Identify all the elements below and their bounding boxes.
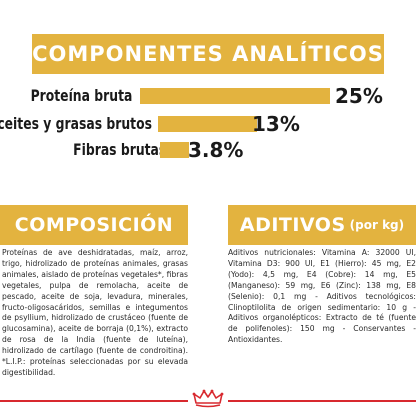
row-bar bbox=[140, 88, 330, 104]
crown-icon bbox=[192, 389, 224, 408]
additives-panel: ADITIVOS (por kg) Aditivos nutricionales… bbox=[228, 205, 416, 369]
analysis-banner: COMPONENTES ANALÍTICOS bbox=[32, 34, 384, 74]
footer-line-right bbox=[228, 400, 416, 402]
composition-title: COMPOSICIÓN bbox=[14, 214, 174, 236]
footer-line-left bbox=[0, 400, 188, 402]
analysis-row-fiber: Fibras brutas 3.8% bbox=[0, 138, 416, 162]
row-label: Aceites y grasas brutos bbox=[0, 114, 152, 133]
row-bar bbox=[160, 142, 189, 158]
analysis-title: COMPONENTES ANALÍTICOS bbox=[32, 42, 384, 66]
additives-subtitle: (por kg) bbox=[349, 218, 405, 232]
analysis-row-protein: Proteína bruta 25% bbox=[0, 84, 416, 108]
composition-panel: COMPOSICIÓN Proteínas de ave deshidratad… bbox=[0, 205, 188, 377]
row-value: 25% bbox=[335, 84, 383, 108]
additives-text: Aditivos nutricionales: Vitamina A: 3200… bbox=[228, 248, 416, 345]
row-value: 13% bbox=[252, 112, 300, 136]
row-label: Proteína bruta bbox=[30, 86, 132, 105]
row-bar bbox=[158, 116, 257, 132]
row-label: Fibras brutas bbox=[72, 140, 166, 159]
analysis-row-fat: Aceites y grasas brutos 13% bbox=[0, 112, 416, 136]
composition-text: Proteínas de ave deshidratadas, maíz, ar… bbox=[2, 248, 188, 377]
additives-title: ADITIVOS bbox=[239, 214, 346, 236]
additives-header: ADITIVOS (por kg) bbox=[228, 205, 416, 245]
row-value: 3.8% bbox=[188, 138, 244, 162]
composition-header: COMPOSICIÓN bbox=[0, 205, 188, 245]
